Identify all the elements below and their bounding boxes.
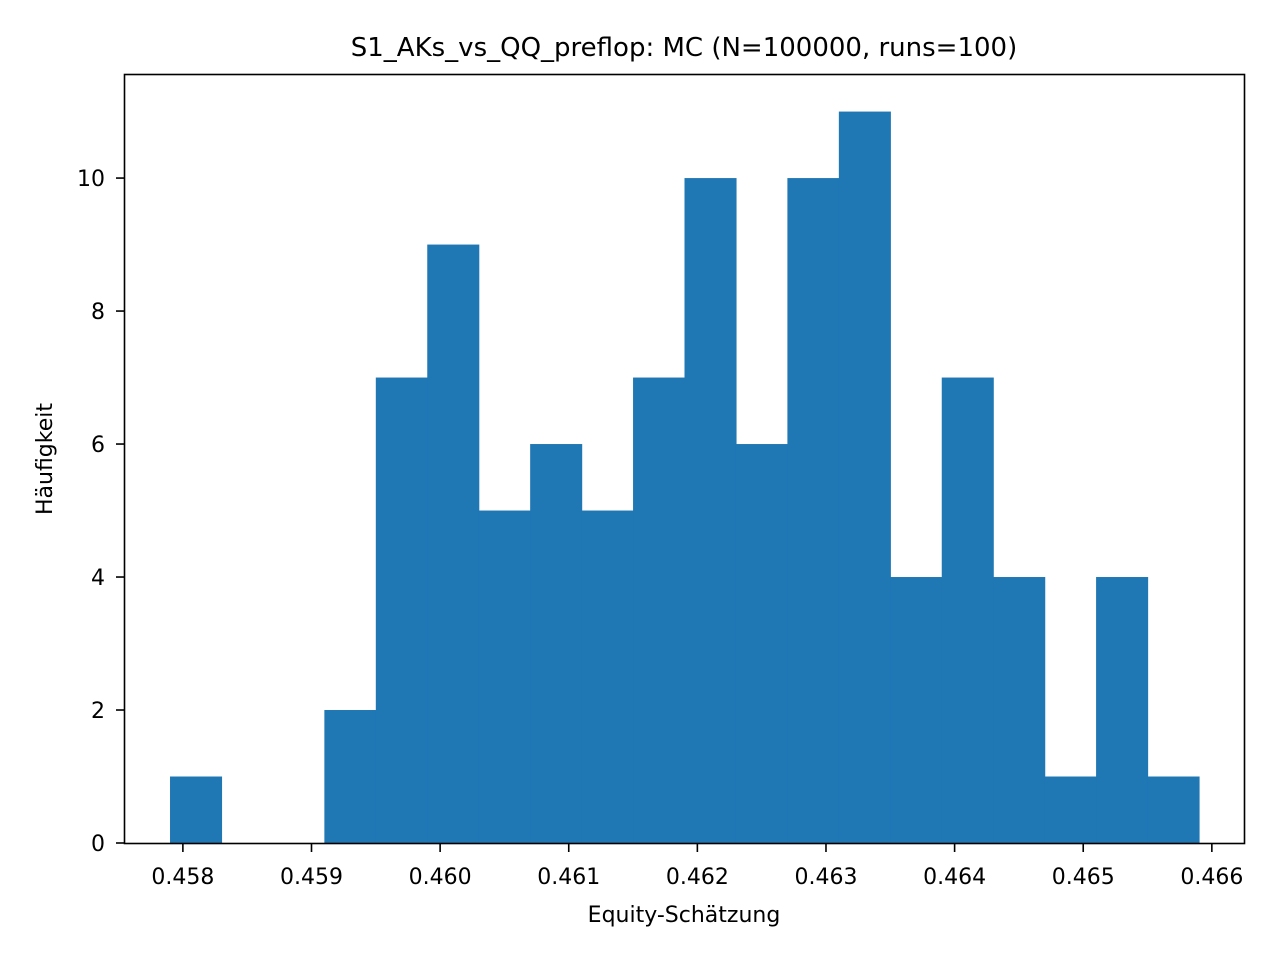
- histogram-bar: [1096, 577, 1149, 843]
- x-tick-label: 0.461: [537, 865, 600, 890]
- histogram-bar: [787, 178, 840, 843]
- y-tick-label: 4: [91, 566, 105, 591]
- plot-frame: [123, 73, 1246, 845]
- histogram-bar: [993, 577, 1046, 843]
- x-tick-label: 0.463: [794, 865, 857, 890]
- x-tick-label: 0.462: [666, 865, 729, 890]
- histogram-bar: [735, 444, 788, 843]
- histogram-bar: [324, 710, 377, 843]
- histogram-bar: [1147, 776, 1200, 843]
- histogram-bar: [941, 377, 994, 843]
- chart-title: S1_AKs_vs_QQ_preflop: MC (N=100000, runs…: [351, 33, 1017, 63]
- y-tick-label: 0: [91, 832, 105, 857]
- x-axis-ticks: 0.458 0.459 0.460 0.461 0.462 0.463 0.464 0.465…: [151, 843, 1243, 890]
- histogram-bar: [170, 776, 223, 843]
- histogram-bar: [633, 377, 686, 843]
- y-tick-label: 6: [91, 433, 105, 458]
- histogram-bar: [838, 111, 891, 844]
- x-tick-label: 0.464: [923, 865, 986, 890]
- x-tick-label: 0.465: [1052, 865, 1115, 890]
- y-tick-label: 10: [77, 167, 105, 192]
- x-tick-label: 0.459: [280, 865, 343, 890]
- y-tick-label: 8: [91, 300, 105, 325]
- y-axis-ticks: 0 2 4 6 8 10: [77, 167, 125, 857]
- histogram-bar: [478, 510, 531, 843]
- y-tick-label: 2: [91, 699, 105, 724]
- histogram-bar: [684, 178, 737, 843]
- x-tick-label: 0.458: [151, 865, 214, 890]
- histogram-bar: [1044, 776, 1097, 843]
- x-tick-label: 0.460: [409, 865, 472, 890]
- histogram-bar: [890, 577, 943, 843]
- histogram-bar: [427, 244, 480, 843]
- histogram-bar: [530, 444, 583, 843]
- histogram-bars: [170, 111, 1200, 844]
- histogram-bar: [375, 377, 428, 843]
- y-axis-label: Häufigkeit: [33, 403, 58, 515]
- x-axis-label: Equity-Schätzung: [588, 903, 781, 928]
- x-tick-label: 0.466: [1180, 865, 1243, 890]
- histogram-bar: [581, 510, 634, 843]
